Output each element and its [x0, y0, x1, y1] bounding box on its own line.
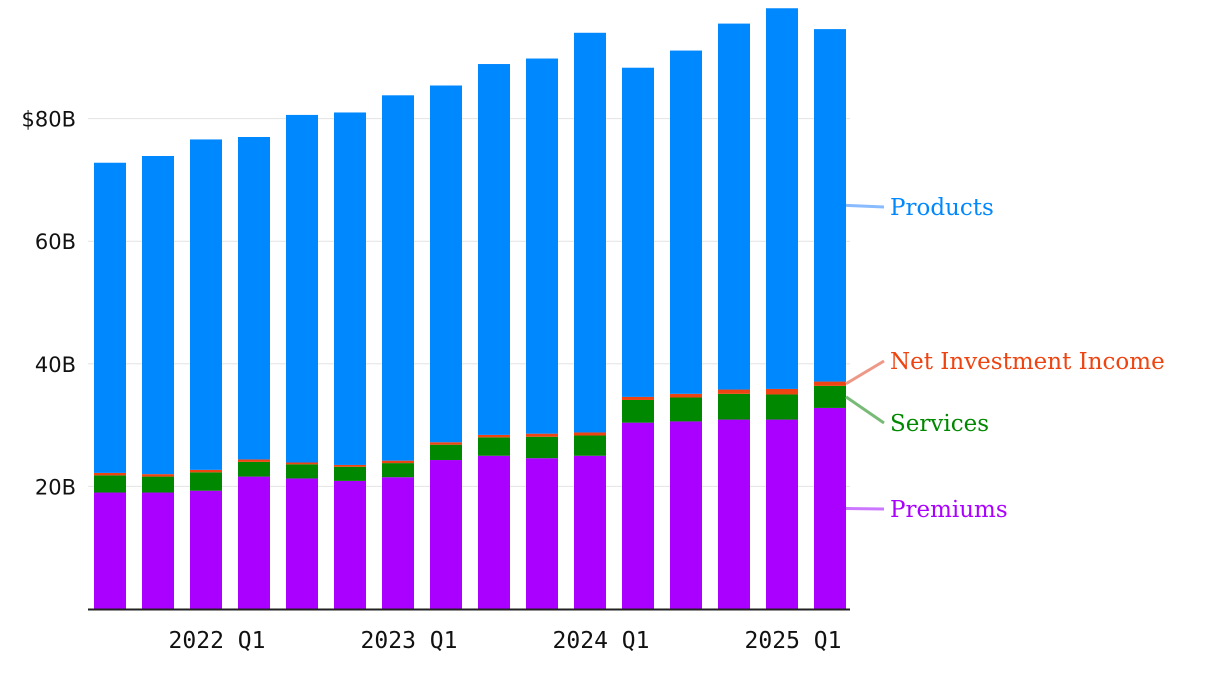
bar-segment-premiums [382, 477, 414, 609]
bar-segment-services [526, 436, 558, 459]
bar-segment-net-investment-income [526, 433, 558, 437]
bar-segment-premiums [622, 422, 654, 609]
bar-segment-premiums [718, 419, 750, 609]
bar-segment-premiums [142, 492, 174, 609]
bar-segment-services [478, 437, 510, 456]
bar-segment-net-investment-income [286, 462, 318, 465]
bar-segment-premiums [286, 478, 318, 609]
bar-segment-net-investment-income [382, 460, 414, 464]
bar-segment-services [94, 475, 126, 493]
bar-segment-products [670, 50, 702, 394]
bar-segment-products [94, 162, 126, 473]
y-tick-label: 60B [35, 230, 76, 254]
bar-segment-services [382, 463, 414, 478]
bar-segment-net-investment-income [814, 381, 846, 386]
bar-segment-services [286, 464, 318, 479]
y-tick-label: $80B [22, 108, 77, 132]
bar-segment-services [574, 435, 606, 456]
x-tick-label: 2023 Q1 [361, 628, 458, 654]
bar-segment-products [430, 85, 462, 443]
y-tick-label: 20B [35, 475, 76, 499]
bars [94, 8, 846, 609]
x-tick-label: 2025 Q1 [745, 628, 842, 654]
bar-segment-premiums [526, 458, 558, 609]
bar-segment-net-investment-income [142, 474, 174, 477]
y-tick-label: 40B [35, 353, 76, 377]
bar-segment-premiums [334, 480, 366, 609]
bar-segment-net-investment-income [574, 432, 606, 436]
legend-label-products: Products [890, 195, 994, 221]
bar-segment-products [334, 112, 366, 465]
x-tick-label: 2022 Q1 [169, 628, 266, 654]
legend-leader-line [845, 395, 885, 425]
bar-segment-premiums [670, 421, 702, 609]
bar-segment-products [622, 67, 654, 397]
bar-segment-premiums [814, 407, 846, 609]
bar-segment-net-investment-income [238, 459, 270, 462]
legend-label-net-investment-income: Net Investment Income [890, 349, 1165, 375]
bar-segment-products [814, 29, 846, 382]
bar-segment-products [526, 58, 558, 434]
bar-segment-services [334, 466, 366, 481]
bar-segment-services [142, 476, 174, 493]
x-tick-label: 2024 Q1 [553, 628, 650, 654]
legend-leader-line [845, 506, 885, 511]
bar-segment-services [430, 444, 462, 461]
bar-segment-net-investment-income [622, 396, 654, 400]
bar-segment-products [382, 95, 414, 461]
bar-segment-services [622, 399, 654, 423]
bar-segment-premiums [190, 490, 222, 609]
bar-segment-net-investment-income [766, 388, 798, 395]
bar-segment-premiums [94, 492, 126, 609]
bar-segment-premiums [766, 419, 798, 609]
bar-segment-premiums [430, 460, 462, 609]
legend-label-services: Services [890, 411, 989, 437]
bar-segment-premiums [238, 476, 270, 609]
bar-segment-services [190, 472, 222, 491]
bar-segment-products [238, 136, 270, 460]
bar-segment-services [670, 397, 702, 422]
y-axis-tick-labels: 20B 40B 60B $80B [22, 108, 77, 500]
bar-segment-products [718, 23, 750, 390]
bar-segment-net-investment-income [430, 442, 462, 445]
bar-segment-services [814, 385, 846, 408]
legend-leader-line [845, 359, 885, 386]
bar-segment-services [238, 461, 270, 477]
bar-segment-net-investment-income [94, 472, 126, 476]
bar-segment-products [190, 139, 222, 470]
bar-segment-services [766, 394, 798, 420]
bar-segment-net-investment-income [334, 464, 366, 467]
bar-segment-net-investment-income [718, 389, 750, 394]
bar-segment-products [142, 155, 174, 475]
bar-segment-net-investment-income [478, 434, 510, 438]
legend-label-premiums: Premiums [890, 497, 1008, 523]
bar-segment-premiums [478, 455, 510, 609]
bar-segment-products [574, 32, 606, 433]
bar-segment-premiums [574, 455, 606, 609]
x-axis-tick-labels: 2022 Q1 2023 Q1 2024 Q1 2025 Q1 [169, 628, 842, 654]
bar-segment-products [478, 64, 510, 435]
legend: Premiums Services Net Investment Income Pro… [845, 195, 1165, 523]
bar-segment-products [766, 8, 798, 389]
bar-segment-net-investment-income [190, 469, 222, 473]
bar-segment-products [286, 114, 318, 463]
legend-leader-line [845, 203, 885, 209]
bar-segment-net-investment-income [670, 393, 702, 398]
bar-segment-services [718, 393, 750, 420]
